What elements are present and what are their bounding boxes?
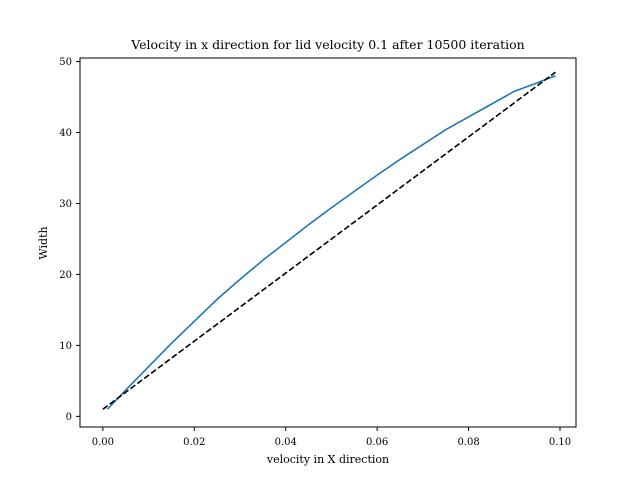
series-line-solid: [106, 74, 556, 410]
chart-title: Velocity in x direction for lid velocity…: [130, 37, 524, 52]
x-axis-label: velocity in X direction: [266, 453, 389, 466]
x-tick-label: 0.08: [457, 437, 479, 448]
plot-lines: [102, 71, 556, 410]
x-tick-label: 0.02: [183, 437, 205, 448]
y-tick-label: 40: [59, 128, 72, 139]
x-axis: 0.00 0.02 0.04 0.06 0.08 0.10: [92, 427, 571, 448]
y-tick-label: 50: [59, 57, 72, 68]
y-tick-label: 20: [59, 270, 72, 281]
plot-frame: [79, 57, 577, 428]
y-axis: 0 10 20 30 40 50: [59, 57, 80, 423]
y-tick-label: 30: [59, 199, 72, 210]
y-tick-label: 10: [59, 341, 72, 352]
series-line-dashed: [102, 71, 556, 410]
x-tick-label: 0.10: [549, 437, 571, 448]
x-tick-label: 0.04: [275, 437, 297, 448]
x-tick-label: 0.06: [366, 437, 388, 448]
y-tick-label: 0: [66, 412, 72, 423]
y-axis-label: Width: [37, 226, 50, 259]
x-tick-label: 0.00: [92, 437, 114, 448]
